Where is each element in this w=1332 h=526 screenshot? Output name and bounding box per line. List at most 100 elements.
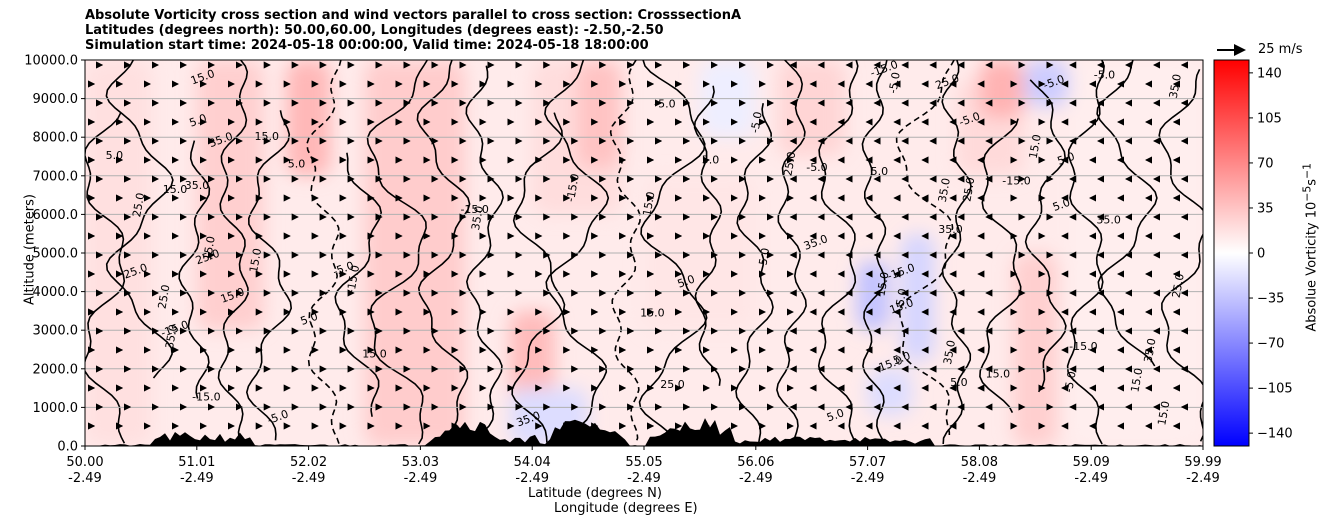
contour-label: 15.0 (874, 271, 891, 297)
colorbar-tick-label: 140 (1257, 66, 1282, 81)
y-tick-label: 0.0 (57, 440, 78, 455)
contour-positive (245, 110, 293, 441)
contour-label: 15.0 (201, 235, 218, 261)
contour-label: 25.0 (781, 151, 798, 177)
contour-positive (178, 140, 211, 399)
x-tick-label-lat: 59.09 (1073, 455, 1110, 470)
contour-positive (465, 65, 504, 445)
contour-label: 5.0 (702, 154, 720, 167)
contour-label: 35.0 (941, 339, 958, 365)
contour-label: 15.0 (986, 368, 1011, 381)
contour-label: 15.0 (255, 130, 279, 143)
x-tick-label-lat: 54.04 (514, 455, 551, 470)
contour-label: 35.0 (936, 177, 953, 203)
contour-label: 15.0 (1128, 367, 1145, 393)
contour-positive (416, 60, 471, 445)
y-tick-label: 8000.0 (33, 131, 79, 146)
contour-negative (895, 60, 955, 439)
contour-label: 25.0 (156, 284, 173, 310)
contour-label: 15.0 (247, 247, 264, 273)
colorbar-tick-label: 35 (1257, 201, 1274, 216)
y-tick-label: 9000.0 (33, 92, 79, 107)
x-tick-label-lat: 56.06 (737, 455, 774, 470)
contour-positive (366, 60, 428, 445)
grid-lines (85, 98, 1203, 408)
contour-label: 15.0 (640, 191, 657, 217)
colorbar: 140 105 70 35 0 −35 −70 −105 −140 (1213, 59, 1293, 447)
contour-label: 35.0 (1142, 337, 1159, 363)
x-tick-label-lat: 59.99 (1184, 455, 1221, 470)
colorbar-tick-label: −70 (1257, 337, 1284, 352)
contour-label: 25.0 (1170, 272, 1187, 298)
y-tick-label: 1000.0 (33, 401, 79, 416)
x-tick-label-lon: -2.49 (180, 471, 214, 486)
quiver-key-label: 25 m/s (1258, 42, 1303, 57)
terrain (85, 418, 1203, 446)
x-tick-label-lon: -2.49 (851, 471, 885, 486)
contour-label: 35.0 (1096, 213, 1121, 226)
contour-label: 35.0 (938, 223, 963, 236)
vorticity-region (1012, 253, 1058, 446)
contour-label: 5.0 (894, 287, 910, 306)
y-tick-label: 7000.0 (33, 169, 79, 184)
vorticity-region (576, 60, 622, 169)
y-tick-label: 6000.0 (33, 208, 79, 223)
title-line-1: Absolute Vorticity cross section and win… (85, 8, 742, 23)
title-line-2: Latitudes (degrees north): 50.00,60.00, … (85, 23, 664, 38)
contour-label: 5.0 (950, 376, 968, 389)
contour-label: 35.0 (1167, 73, 1184, 99)
contour-label: -5.0 (1094, 68, 1115, 81)
contour-label: 35.0 (469, 205, 486, 231)
vorticity-region (979, 60, 1025, 118)
contour-label: 25.0 (960, 176, 977, 202)
contour-label: 5.0 (1056, 150, 1077, 168)
axes: 0.0 1000.0 2000.0 3000.0 4000.0 5000.0 6000.0 7… (24, 54, 1221, 487)
contour-negative (306, 60, 342, 445)
contour-label: 5.0 (188, 112, 209, 130)
x-tick-label-lon: -2.49 (1074, 471, 1108, 486)
x-tick-label-lat: 55.05 (625, 455, 662, 470)
x-tick-label-lon: -2.49 (963, 471, 997, 486)
contour-label: 5.0 (871, 165, 889, 178)
contour-label: 5.0 (299, 310, 320, 328)
contour-label: 25.0 (660, 378, 685, 391)
x-axis-label-lat: Latitude (degrees N) (528, 486, 662, 501)
x-tick-label-lon: -2.49 (1186, 471, 1220, 486)
y-tick-label: 2000.0 (33, 362, 79, 377)
colorbar-tick-label: 105 (1257, 111, 1282, 126)
contour-positive (776, 60, 807, 445)
contour-label: 15.0 (163, 183, 188, 196)
contour-label: -15.0 (460, 203, 488, 216)
title-line-3: Simulation start time: 2024-05-18 00:00:… (85, 38, 649, 53)
vorticity-region (1024, 60, 1069, 107)
x-tick-label-lat: 51.01 (178, 455, 215, 470)
contour-label: 15.0 (640, 307, 665, 320)
contour-label: -15.0 (192, 390, 220, 403)
contour-label: -5.0 (654, 97, 675, 110)
contour-label: -5.0 (806, 161, 827, 174)
contour-label: -15.0 (564, 173, 582, 203)
contour-label: 5.0 (1051, 196, 1072, 214)
contour-label: 5.0 (757, 247, 773, 266)
x-tick-label-lon: -2.49 (404, 471, 438, 486)
contour-label: 15.0 (362, 347, 387, 360)
contour-label: -5.0 (1062, 370, 1079, 393)
contour-positive (217, 60, 249, 445)
chart-title: Absolute Vorticity cross section and win… (85, 8, 741, 53)
x-tick-label-lon: -2.49 (627, 471, 661, 486)
x-tick-label-lon: -2.49 (68, 471, 102, 486)
y-tick-label: 4000.0 (33, 285, 79, 300)
y-tick-label: 5000.0 (33, 247, 79, 262)
y-tick-label: 10000.0 (24, 54, 78, 69)
x-tick-label-lat: 50.00 (66, 455, 103, 470)
vorticity-region (778, 60, 846, 157)
x-axis-label-lon: Longitude (degrees E) (554, 501, 698, 516)
wind-vectors (88, 61, 1189, 430)
x-tick-label-lon: -2.49 (292, 471, 326, 486)
terrain-silhouette (85, 418, 1203, 446)
y-tick-label: 3000.0 (33, 324, 79, 339)
colorbar-gradient (1213, 59, 1250, 447)
contour-label: -5.0 (886, 71, 903, 94)
colorbar-tick-label: 0 (1257, 247, 1265, 262)
